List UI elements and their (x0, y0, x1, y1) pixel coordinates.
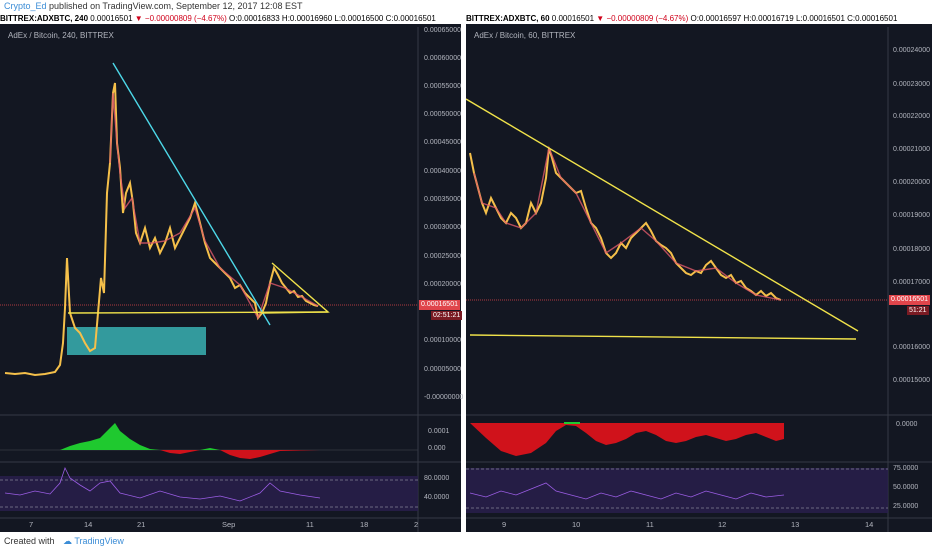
right-price-badge: 0.00016501 (889, 295, 930, 305)
left-last: 0.00016501 (90, 14, 133, 23)
right-chart-panel[interactable]: BITTREX:ADXBTC, 60 0.00016501 ▼ −0.00000… (466, 13, 932, 532)
right-candles (469, 145, 782, 301)
left-change: ▼ −0.00000809 (−4.67%) (134, 14, 227, 23)
left-open: O:0.00016833 (228, 14, 280, 23)
right-symbol: BITTREX:ADXBTC, 60 (466, 14, 550, 23)
right-high: H:0.00016719 (743, 14, 794, 23)
left-chart-title: AdEx / Bitcoin, 240, BITTREX (8, 31, 114, 40)
right-info-bar: BITTREX:ADXBTC, 60 0.00016501 ▼ −0.00000… (466, 13, 932, 24)
left-high: H:0.00016960 (281, 14, 333, 23)
support-line-yellow[interactable] (469, 334, 857, 340)
tradingview-cloud-icon: ☁ (63, 536, 73, 546)
left-low: L:0.00016500 (334, 14, 384, 23)
right-last: 0.00016501 (551, 14, 595, 23)
right-time-badge: 51:21 (907, 306, 929, 315)
left-symbol: BITTREX:ADXBTC, 240 (0, 14, 89, 23)
right-chart-title: AdEx / Bitcoin, 60, BITTREX (474, 31, 576, 40)
right-chart-canvas (466, 27, 932, 532)
left-chart-canvas (0, 27, 461, 532)
descending-trendline-cyan[interactable] (112, 62, 271, 326)
right-low: L:0.00016501 (795, 14, 845, 23)
author-link[interactable]: Crypto_Ed (4, 1, 47, 11)
tradingview-link[interactable]: TradingView (74, 536, 124, 546)
left-price-badge: 0.00016501 (419, 300, 460, 310)
footer: Created with ☁ TradingView (0, 532, 932, 550)
right-close: C:0.00016501 (847, 14, 898, 23)
right-macd-histogram (470, 422, 784, 456)
left-chart-panel[interactable]: BITTREX:ADXBTC, 240 0.00016501 ▼ −0.0000… (0, 13, 463, 532)
left-candles (4, 82, 319, 377)
left-close: C:0.00016501 (385, 14, 436, 23)
publish-bar: Crypto_Ed published on TradingView.com, … (0, 0, 932, 13)
triangle-yellow[interactable] (261, 262, 330, 314)
descending-trendline-yellow[interactable] (466, 98, 859, 332)
support-box[interactable] (67, 327, 206, 355)
left-info-bar: BITTREX:ADXBTC, 240 0.00016501 ▼ −0.0000… (0, 13, 461, 24)
right-change: ▼ −0.00000809 (−4.67%) (596, 14, 689, 23)
right-open: O:0.00016597 (690, 14, 742, 23)
created-with-label: Created with (4, 536, 55, 546)
publish-text: published on TradingView.com, September … (49, 1, 303, 11)
left-time-badge: 02:51:21 (431, 311, 463, 320)
left-macd-histogram (0, 423, 418, 459)
